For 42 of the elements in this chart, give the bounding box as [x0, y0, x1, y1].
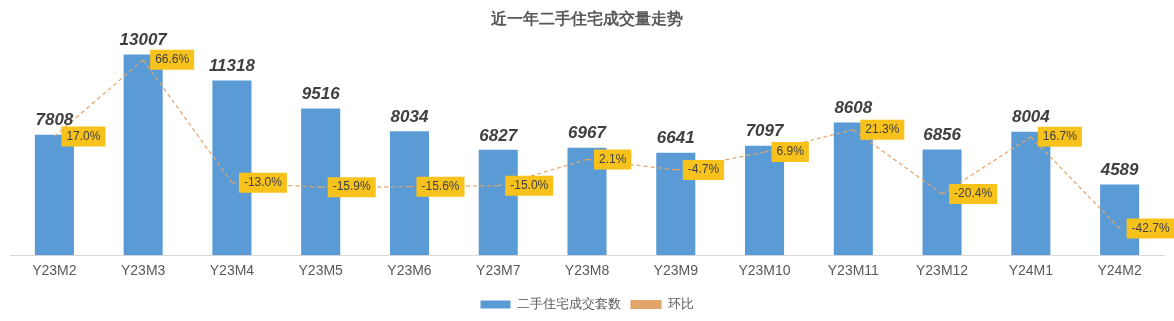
- data-label: -20.4%: [954, 186, 993, 201]
- data-label: 8004: [1011, 107, 1051, 127]
- data-label: 21.3%: [865, 122, 900, 137]
- data-label: 8034: [390, 106, 429, 126]
- x-tick-label: Y23M2: [32, 262, 77, 279]
- x-tick-label: Y23M4: [209, 262, 255, 279]
- data-label: 8608: [834, 98, 873, 118]
- data-label: 11318: [208, 56, 256, 76]
- data-label: -4.7%: [687, 162, 720, 177]
- data-label: 66.6%: [155, 52, 190, 67]
- legend-label: 二手住宅成交套数: [517, 295, 621, 311]
- x-tick-label: Y23M8: [564, 262, 610, 279]
- x-tick-label: Y23M7: [476, 262, 521, 279]
- x-tick-label: Y23M5: [298, 262, 344, 279]
- data-label: -13.0%: [243, 175, 283, 189]
- data-label: 16.7%: [1042, 129, 1078, 144]
- x-tick-label: Y24M2: [1097, 262, 1143, 279]
- x-tick-label: Y23M12: [916, 262, 969, 279]
- x-tick-label: Y23M6: [387, 262, 432, 279]
- data-label: 6641: [656, 128, 695, 148]
- data-label: -42.7%: [1131, 220, 1170, 235]
- x-tick-label: Y23M11: [827, 262, 880, 279]
- data-label: 7808: [35, 110, 74, 130]
- data-label: 2.1%: [599, 151, 627, 166]
- x-tick-label: Y24M1: [1008, 262, 1054, 279]
- data-label: 7097: [745, 121, 785, 141]
- data-label: 6856: [923, 125, 962, 145]
- chart-title: 近一年二手住宅成交量走势: [490, 8, 683, 28]
- data-label: -15.6%: [421, 179, 460, 194]
- data-label: -15.0%: [510, 178, 549, 193]
- data-label: 6967: [568, 123, 608, 143]
- data-label: 17.0%: [66, 128, 101, 143]
- data-label: -15.9%: [332, 179, 372, 194]
- legend-label: 环比: [667, 295, 694, 311]
- data-label: 13007: [119, 30, 169, 50]
- data-label: 4589: [1099, 160, 1140, 180]
- data-label: 6827: [479, 125, 519, 145]
- x-tick-label: Y23M9: [653, 262, 699, 279]
- x-tick-label: Y23M10: [738, 262, 791, 279]
- data-label: 6.9%: [776, 144, 805, 159]
- x-tick-label: Y23M3: [120, 262, 166, 279]
- data-label: 9516: [301, 84, 341, 104]
